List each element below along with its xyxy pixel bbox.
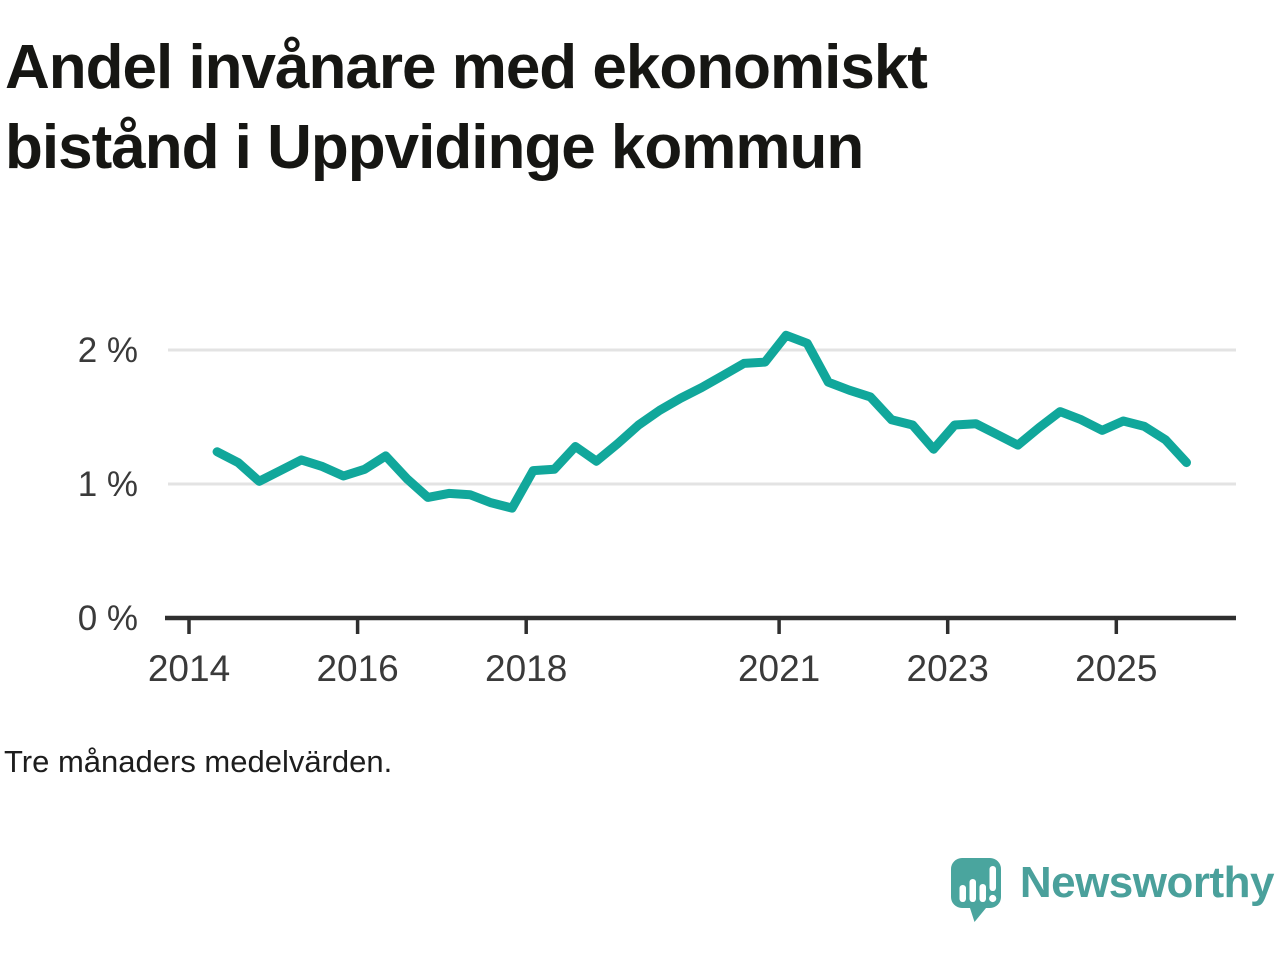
newsworthy-wordmark: Newsworthy xyxy=(1019,858,1275,907)
x-axis-tick-label: 2025 xyxy=(1075,648,1157,689)
y-axis-tick-label: 0 % xyxy=(78,599,138,638)
x-axis-tick-label: 2018 xyxy=(485,648,567,689)
chart-title-line1: Andel invånare med ekonomiskt xyxy=(5,33,928,102)
newsworthy-logo: Newsworthy xyxy=(949,856,1275,924)
bar-1 xyxy=(959,885,966,902)
newsworthy-speech-bubble-bar-chart-icon xyxy=(950,858,1001,922)
data-line xyxy=(212,330,1191,513)
x-axis-tick-label: 2016 xyxy=(316,648,398,689)
chart-caption: Tre månaders medelvärden. xyxy=(4,744,393,779)
bar-3 xyxy=(979,884,986,902)
chart-title-line2: bistånd i Uppvidinge kommun xyxy=(5,113,864,182)
y-axis-tick-label: 2 % xyxy=(78,331,138,370)
bar-2 xyxy=(969,879,976,902)
y-axis-tick-label: 1 % xyxy=(78,465,138,504)
x-axis-tick-label: 2014 xyxy=(148,648,230,689)
exclamation-dot xyxy=(988,894,997,903)
exclamation-bar xyxy=(989,866,996,891)
x-axis-tick-label: 2021 xyxy=(738,648,820,689)
chart-title: Andel invånare med ekonomiskt bistånd i … xyxy=(5,28,928,188)
x-axis-tick-label: 2023 xyxy=(907,648,989,689)
